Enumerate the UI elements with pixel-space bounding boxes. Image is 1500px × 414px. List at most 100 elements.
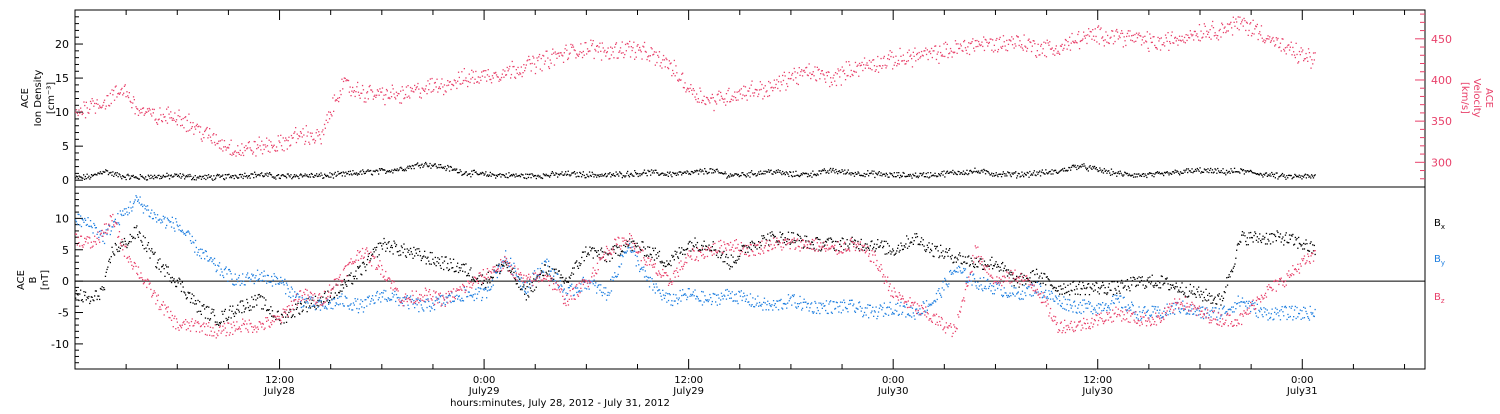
data-point	[917, 176, 918, 177]
data-point	[1245, 241, 1246, 242]
data-point	[137, 109, 138, 110]
data-point	[127, 174, 128, 175]
data-point	[1108, 287, 1109, 288]
data-point	[835, 241, 836, 242]
data-point	[178, 226, 179, 227]
data-point	[877, 56, 878, 57]
data-point	[609, 261, 610, 262]
data-point	[121, 215, 122, 216]
data-point	[119, 174, 120, 175]
data-point	[795, 77, 796, 78]
data-point	[733, 175, 734, 176]
data-point	[985, 173, 986, 174]
data-point	[990, 174, 991, 175]
data-point	[946, 48, 947, 49]
data-point	[320, 310, 321, 311]
data-point	[448, 85, 449, 86]
data-point	[904, 247, 905, 248]
data-point	[470, 267, 471, 268]
data-point	[284, 279, 285, 280]
data-point	[570, 278, 571, 279]
data-point	[393, 170, 394, 171]
data-point	[790, 244, 791, 245]
data-point	[157, 262, 158, 263]
data-point	[932, 57, 933, 58]
data-point	[1251, 35, 1252, 36]
data-point	[1089, 294, 1090, 295]
data-point	[1293, 176, 1294, 177]
data-point	[719, 100, 720, 101]
data-point	[368, 256, 369, 257]
data-point	[143, 107, 144, 108]
data-point	[993, 173, 994, 174]
data-point	[500, 176, 501, 177]
data-point	[1000, 174, 1001, 175]
data-point	[592, 247, 593, 248]
data-point	[972, 38, 973, 39]
data-point	[294, 174, 295, 175]
data-point	[1272, 38, 1273, 39]
data-point	[845, 243, 846, 244]
data-point	[399, 250, 400, 251]
data-point	[1096, 41, 1097, 42]
data-point	[505, 177, 506, 178]
data-point	[1103, 285, 1104, 286]
data-point	[232, 152, 233, 153]
data-point	[635, 172, 636, 173]
data-point	[239, 311, 240, 312]
data-point	[1036, 57, 1037, 58]
data-point	[981, 170, 982, 171]
data-point	[1191, 34, 1192, 35]
data-point	[1193, 286, 1194, 287]
data-point	[241, 143, 242, 144]
data-point	[319, 174, 320, 175]
data-point	[359, 95, 360, 96]
data-point	[77, 224, 78, 225]
data-point	[211, 309, 212, 310]
data-point	[1174, 288, 1175, 289]
data-point	[202, 249, 203, 250]
data-point	[1284, 177, 1285, 178]
data-point	[334, 297, 335, 298]
data-point	[283, 137, 284, 138]
data-point	[589, 50, 590, 51]
data-point	[407, 295, 408, 296]
data-point	[565, 171, 566, 172]
data-point	[534, 289, 535, 290]
data-point	[1099, 167, 1100, 168]
data-point	[194, 252, 195, 253]
data-point	[255, 155, 256, 156]
data-point	[202, 305, 203, 306]
data-point	[281, 283, 282, 284]
data-point	[130, 201, 131, 202]
data-point	[979, 44, 980, 45]
data-point	[134, 227, 135, 228]
data-point	[1133, 35, 1134, 36]
x-tick-date-label: July29	[672, 386, 704, 397]
data-point	[838, 70, 839, 71]
data-point	[197, 254, 198, 255]
data-point	[1222, 24, 1223, 25]
data-point	[828, 72, 829, 73]
data-point	[125, 177, 126, 178]
data-point	[151, 177, 152, 178]
data-point	[338, 101, 339, 102]
data-point	[417, 299, 418, 300]
data-point	[371, 298, 372, 299]
data-point	[1230, 22, 1231, 23]
data-point	[1051, 169, 1052, 170]
data-point	[822, 70, 823, 71]
data-point	[322, 129, 323, 130]
data-point	[308, 142, 309, 143]
data-point	[230, 176, 231, 177]
data-point	[122, 241, 123, 242]
data-point	[591, 176, 592, 177]
data-point	[1264, 237, 1265, 238]
data-point	[340, 90, 341, 91]
data-point	[1007, 275, 1008, 276]
data-point	[754, 243, 755, 244]
data-point	[726, 178, 727, 179]
data-point	[228, 147, 229, 148]
data-point	[1169, 289, 1170, 290]
data-point	[737, 256, 738, 257]
